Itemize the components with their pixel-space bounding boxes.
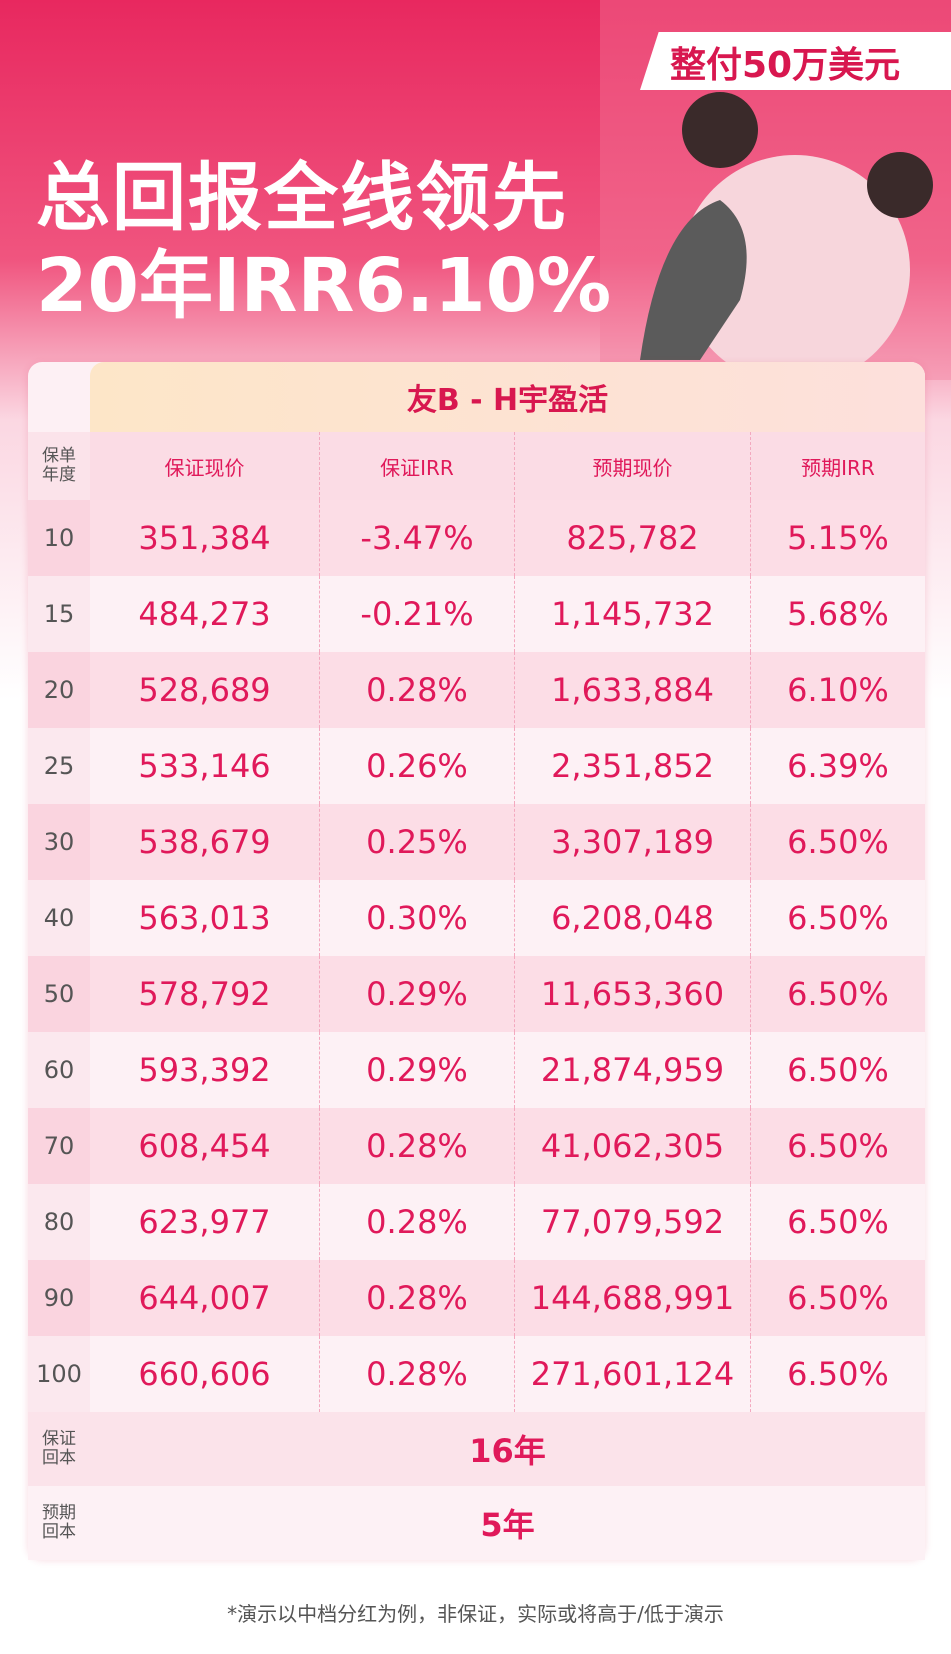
badge-text: 整付50万美元 xyxy=(670,45,901,86)
value-cell: 6.50% xyxy=(750,1108,925,1184)
value-cell: 6.50% xyxy=(750,956,925,1032)
column-header: 保证IRR xyxy=(319,432,514,500)
value-cell: 0.28% xyxy=(319,1336,514,1412)
value-cell: 0.26% xyxy=(319,728,514,804)
value-cell: 533,146 xyxy=(90,728,319,804)
value-cell: 0.29% xyxy=(319,1032,514,1108)
year-cell: 10 xyxy=(28,500,90,576)
value-cell: 623,977 xyxy=(90,1184,319,1260)
value-cell: 484,273 xyxy=(90,576,319,652)
value-cell: 608,454 xyxy=(90,1108,319,1184)
badge xyxy=(640,32,951,90)
value-cell: -3.47% xyxy=(319,500,514,576)
value-cell: -0.21% xyxy=(319,576,514,652)
column-header: 预期现价 xyxy=(514,432,750,500)
value-cell: 6.50% xyxy=(750,1032,925,1108)
value-cell: 2,351,852 xyxy=(514,728,750,804)
value-cell: 1,633,884 xyxy=(514,652,750,728)
year-cell: 25 xyxy=(28,728,90,804)
column-header-text: 预期现价 xyxy=(592,455,673,480)
year-cell: 70 xyxy=(28,1108,90,1184)
product-name: 友B - H宇盈活 xyxy=(90,362,925,432)
column-header-text: 预期IRR xyxy=(801,455,875,480)
value-cell: 11,653,360 xyxy=(514,956,750,1032)
year-cell: 40 xyxy=(28,880,90,956)
value-cell: 41,062,305 xyxy=(514,1108,750,1184)
year-cell: 50 xyxy=(28,956,90,1032)
title-line2: 20年IRR6.10% xyxy=(36,243,612,329)
year-cell: 30 xyxy=(28,804,90,880)
value-cell: 144,688,991 xyxy=(514,1260,750,1336)
column-header-text: 保证IRR xyxy=(380,455,454,480)
value-cell: 0.30% xyxy=(319,880,514,956)
year-cell: 60 xyxy=(28,1032,90,1108)
column-header: 保单年度 xyxy=(28,432,90,500)
value-cell: 0.28% xyxy=(319,652,514,728)
value-cell: 593,392 xyxy=(90,1032,319,1108)
value-cell: 0.29% xyxy=(319,956,514,1032)
year-cell: 15 xyxy=(28,576,90,652)
value-cell: 6.50% xyxy=(750,880,925,956)
value-cell: 0.25% xyxy=(319,804,514,880)
value-cell: 5.68% xyxy=(750,576,925,652)
value-cell: 578,792 xyxy=(90,956,319,1032)
value-cell: 6.10% xyxy=(750,652,925,728)
value-cell: 271,601,124 xyxy=(514,1336,750,1412)
value-cell: 5.15% xyxy=(750,500,925,576)
value-cell: 0.28% xyxy=(319,1260,514,1336)
summary-value: 5年 xyxy=(90,1486,925,1560)
summary-label-cell: 预期回本 xyxy=(28,1486,90,1560)
value-cell: 6.50% xyxy=(750,1184,925,1260)
column-header: 保证现价 xyxy=(90,432,319,500)
year-cell: 100 xyxy=(28,1336,90,1412)
value-cell: 563,013 xyxy=(90,880,319,956)
value-cell: 644,007 xyxy=(90,1260,319,1336)
title-line1: 总回报全线领先 xyxy=(36,155,568,241)
value-cell: 6.50% xyxy=(750,1336,925,1412)
value-cell: 6,208,048 xyxy=(514,880,750,956)
summary-value: 16年 xyxy=(90,1412,925,1486)
value-cell: 77,079,592 xyxy=(514,1184,750,1260)
year-cell: 80 xyxy=(28,1184,90,1260)
summary-label: 预期回本 xyxy=(41,1503,76,1542)
value-cell: 6.50% xyxy=(750,1260,925,1336)
column-header: 预期IRR xyxy=(750,432,925,500)
value-cell: 660,606 xyxy=(90,1336,319,1412)
value-cell: 825,782 xyxy=(514,500,750,576)
value-cell: 6.39% xyxy=(750,728,925,804)
value-cell: 538,679 xyxy=(90,804,319,880)
year-cell: 20 xyxy=(28,652,90,728)
column-header-text: 保证现价 xyxy=(164,455,245,480)
year-cell: 90 xyxy=(28,1260,90,1336)
value-cell: 3,307,189 xyxy=(514,804,750,880)
summary-label: 保证回本 xyxy=(41,1429,76,1468)
value-cell: 21,874,959 xyxy=(514,1032,750,1108)
value-cell: 0.28% xyxy=(319,1108,514,1184)
value-cell: 1,145,732 xyxy=(514,576,750,652)
summary-label-cell: 保证回本 xyxy=(28,1412,90,1486)
footnote: *演示以中档分红为例，非保证，实际或将高于/低于演示 xyxy=(227,1602,724,1626)
value-cell: 0.28% xyxy=(319,1184,514,1260)
column-header-text: 保单年度 xyxy=(41,446,76,485)
value-cell: 351,384 xyxy=(90,500,319,576)
value-cell: 528,689 xyxy=(90,652,319,728)
value-cell: 6.50% xyxy=(750,804,925,880)
